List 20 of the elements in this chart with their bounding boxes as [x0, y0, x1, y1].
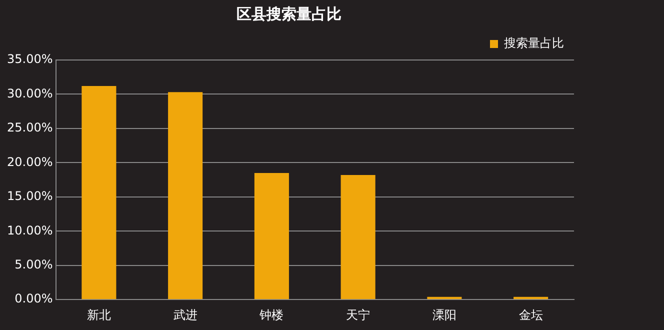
y-tick-label: 35.00%	[6, 52, 53, 66]
y-tick-label: 15.00%	[6, 189, 53, 204]
x-tick-label: 金坛	[518, 308, 543, 322]
bar	[82, 86, 116, 300]
x-tick-label: 新北	[86, 308, 111, 322]
bar	[168, 92, 203, 300]
bar	[340, 175, 376, 300]
y-tick-label: 20.00%	[6, 154, 53, 169]
x-tick-label: 钟楼	[258, 308, 284, 322]
x-tick-label: 武进	[173, 308, 198, 322]
y-tick-label: 30.00%	[6, 86, 53, 100]
y-tick-label: 5.00%	[14, 257, 53, 272]
y-tick-label: 10.00%	[6, 223, 53, 238]
y-tick-label: 25.00%	[6, 120, 53, 135]
x-tick-label: 溧阳	[432, 308, 456, 322]
bar	[254, 172, 289, 300]
y-tick-label: 0.00%	[14, 292, 53, 306]
chart-title: 区县搜索量占比	[236, 4, 342, 23]
legend-label: 搜索量占比	[504, 36, 564, 50]
x-tick-label: 天宁	[346, 308, 370, 322]
